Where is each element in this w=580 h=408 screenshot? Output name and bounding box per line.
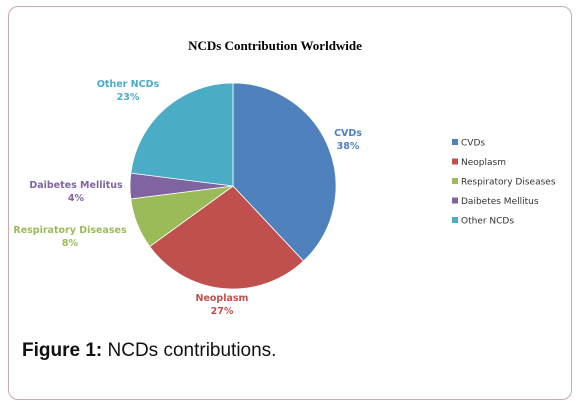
slice-label-percent: 23% <box>117 92 140 103</box>
slice-label-name: Daibetes Mellitus <box>29 180 123 191</box>
figure-caption: Figure 1: NCDs contributions. <box>22 340 276 362</box>
pie-slice-other-ncds <box>130 82 234 187</box>
slice-label-name: Respiratory Diseases <box>13 225 127 236</box>
figure-label: Figure 1: <box>22 340 103 361</box>
slice-label-name: Other NCDs <box>97 79 160 90</box>
pie-slice-neoplasm <box>149 185 305 290</box>
legend-label: Other NCDs <box>461 217 514 227</box>
legend-swatch <box>452 139 458 145</box>
chart-title: NCDs Contribution Worldwide <box>188 38 362 53</box>
slice-label-percent: 4% <box>68 193 85 204</box>
legend-label: Neoplasm <box>461 158 506 168</box>
pie-slice-cvds <box>232 82 337 262</box>
legend-label: Daibetes Mellitus <box>461 197 539 207</box>
slice-label-percent: 27% <box>211 306 234 317</box>
slice-label-percent: 8% <box>62 238 79 249</box>
slice-labels: CVDs 38% Neoplasm 27% Respiratory Diseases 8%… <box>13 79 362 317</box>
slice-label-name: CVDs <box>334 128 362 139</box>
pie-slices <box>129 82 337 290</box>
slice-label-percent: 38% <box>337 141 360 152</box>
chart-area: NCDs Contribution Worldwide CVDs 38% Neopl… <box>12 14 567 332</box>
legend-swatch <box>452 197 458 204</box>
slice-label-name: Neoplasm <box>196 293 249 304</box>
figure-caption-text: NCDs contributions. <box>102 340 277 361</box>
legend-swatch <box>452 178 458 184</box>
legend: CVDs Neoplasm Respiratory Diseases Daibetes… <box>452 139 556 227</box>
legend-label: Respiratory Diseases <box>461 178 556 188</box>
legend-swatch <box>452 217 458 223</box>
legend-swatch <box>452 158 458 165</box>
pie-chart: NCDs Contribution Worldwide CVDs 38% Neopl… <box>13 38 556 317</box>
legend-label: CVDs <box>461 139 485 149</box>
